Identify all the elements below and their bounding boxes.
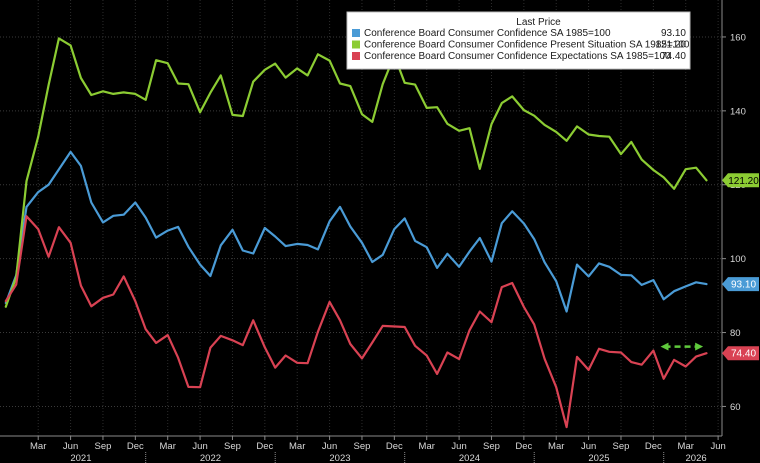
x-tick-label: Jun xyxy=(63,441,78,452)
legend-box xyxy=(346,11,691,70)
x-tick-label: Jun xyxy=(192,441,207,452)
x-tick-label: Jun xyxy=(581,441,596,452)
series-line-3 xyxy=(4,215,708,429)
x-tick-label: Mar xyxy=(419,441,435,452)
legend-series-value: 121.20 xyxy=(655,40,686,51)
x-tick-label: Dec xyxy=(386,441,403,452)
x-tick-label: Jun xyxy=(322,441,337,452)
last-price-label: 121.20 xyxy=(728,176,759,187)
x-tick-label: Jun xyxy=(710,441,725,452)
legend-series-name: Conference Board Consumer Confidence Pre… xyxy=(364,40,690,51)
last-price-box xyxy=(722,277,759,292)
y-tick-label: 60 xyxy=(730,402,741,413)
legend-swatch xyxy=(352,29,360,37)
last-price-box xyxy=(722,346,759,361)
legend-header: Last Price xyxy=(516,17,561,28)
x-tick-label: Sep xyxy=(613,441,630,452)
x-tick-label: Mar xyxy=(678,441,694,452)
last-price-tag-2: 121.20 xyxy=(722,173,759,188)
x-tick-label: Mar xyxy=(30,441,46,452)
legend-series-name: Conference Board Consumer Confidence Exp… xyxy=(364,51,671,62)
x-tick-label: Sep xyxy=(95,441,112,452)
legend-series-name: Conference Board Consumer Confidence SA … xyxy=(364,28,611,39)
x-year-label: 2021 xyxy=(70,453,91,463)
legend-series-value: 93.10 xyxy=(661,28,686,39)
legend-swatch xyxy=(352,40,360,49)
last-price-label: 74.40 xyxy=(731,349,756,360)
x-tick-label: Sep xyxy=(224,441,241,452)
last-price-box xyxy=(722,173,759,188)
series-line-1 xyxy=(4,150,708,313)
x-tick-label: Mar xyxy=(548,441,564,452)
x-year-label: 2023 xyxy=(329,453,350,463)
x-year-label: 2024 xyxy=(459,453,480,463)
x-tick-label: Mar xyxy=(160,441,176,452)
x-tick-label: Sep xyxy=(354,441,371,452)
x-tick-label: Dec xyxy=(256,441,273,452)
x-tick-label: Dec xyxy=(645,441,662,452)
y-tick-label: 160 xyxy=(730,32,746,43)
legend-series-value: 74.40 xyxy=(661,51,686,62)
last-price-tag-3: 74.40 xyxy=(722,346,759,361)
x-year-label: 2022 xyxy=(200,453,221,463)
last-price-label: 93.10 xyxy=(731,280,756,291)
last-price-tag-1: 93.10 xyxy=(722,277,759,292)
legend-swatch xyxy=(352,52,360,60)
x-tick-label: Mar xyxy=(289,441,305,452)
series-line-2 xyxy=(4,37,708,308)
x-year-label: 2025 xyxy=(588,453,609,463)
y-tick-label: 100 xyxy=(730,254,746,265)
x-tick-label: Sep xyxy=(483,441,500,452)
y-tick-label: 80 xyxy=(730,328,741,339)
x-tick-label: Dec xyxy=(127,441,144,452)
x-tick-label: Jun xyxy=(451,441,466,452)
x-tick-label: Dec xyxy=(515,441,532,452)
x-year-label: 2026 xyxy=(686,453,707,463)
y-tick-label: 140 xyxy=(730,106,746,117)
